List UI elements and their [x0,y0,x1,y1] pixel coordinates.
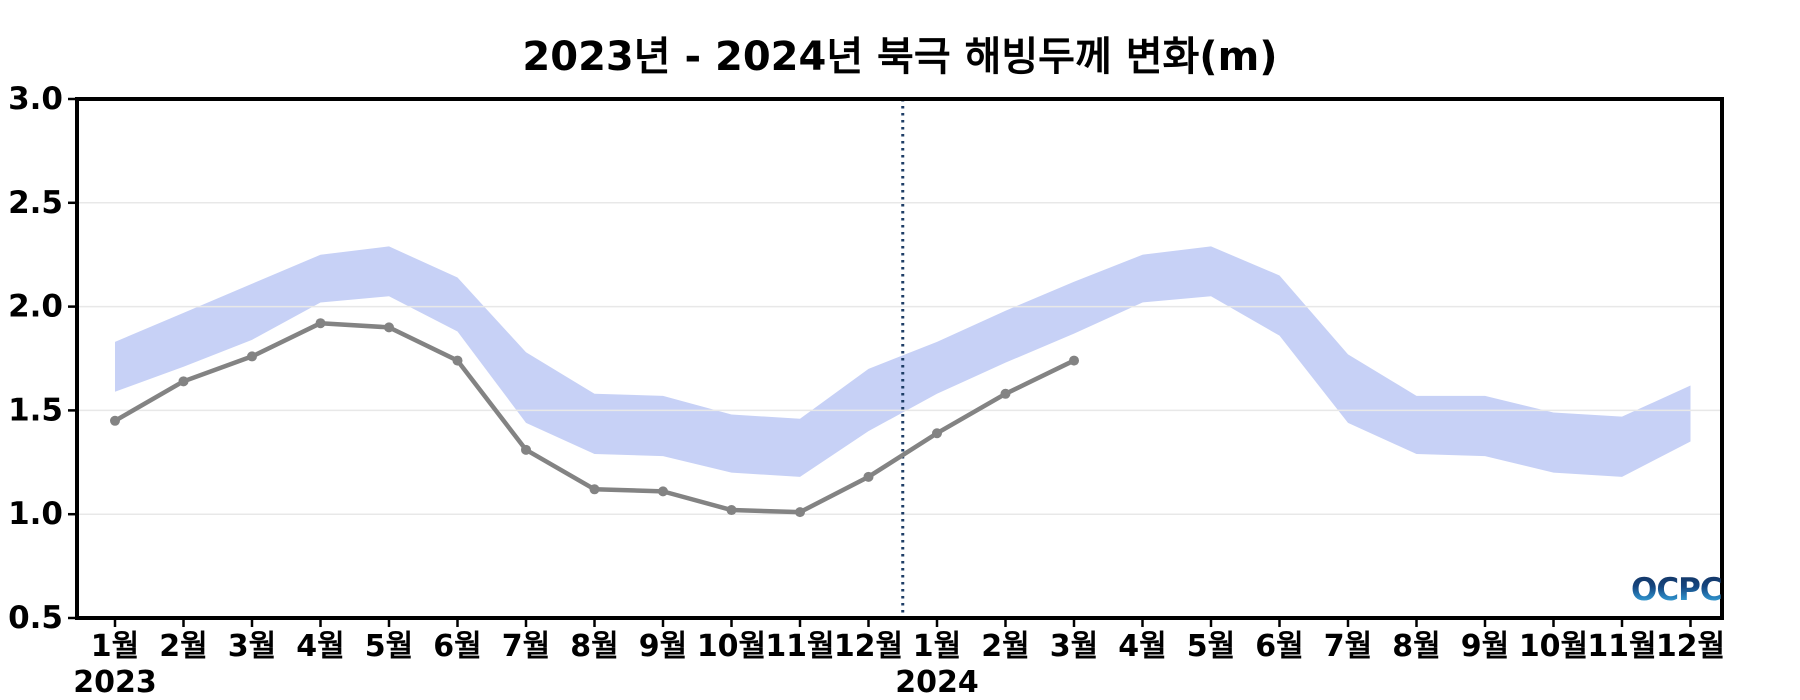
ocpc-logo: OCPC [1631,572,1723,608]
climatology-band [115,246,1691,477]
y-tick-label: 1.0 [8,496,63,532]
y-tick-label: 0.5 [8,600,63,636]
observed-point [589,484,600,495]
x-tick-label: 4월 [296,629,344,664]
observed-point [863,471,874,482]
x-tick-label: 6월 [433,629,481,664]
year-label: 2024 [895,665,979,700]
x-tick-label: 5월 [365,629,413,664]
x-tick-label: 12월 [834,629,903,664]
observed-point [315,318,326,329]
x-tick-label: 10월 [1519,629,1588,664]
x-tick-label: 3월 [228,629,276,664]
observed-point [178,376,189,387]
observed-point [1069,355,1079,366]
observed-point [452,355,463,366]
x-tick-label: 11월 [1587,629,1656,664]
x-tick-label: 11월 [765,629,834,664]
year-label: 2023 [73,665,157,700]
x-tick-label: 2월 [981,629,1029,664]
observed-point [247,351,257,362]
observed-point [658,486,668,497]
x-tick-label: 3월 [1050,629,1098,664]
x-tick-label: 7월 [502,629,550,664]
observed-point [384,322,394,333]
x-tick-label: 7월 [1324,629,1372,664]
chart-title: 2023년 - 2024년 북극 해빙두께 변화(m) [522,34,1278,80]
x-tick-label: 10월 [697,629,766,664]
observed-point [521,444,531,455]
x-tick-label: 1월 [91,629,139,664]
y-tick-label: 2.5 [8,185,63,221]
y-tick-label: 1.5 [8,392,63,428]
x-tick-label: 12월 [1656,629,1725,664]
x-tick-label: 1월 [913,629,961,664]
x-tick-label: 6월 [1255,629,1303,664]
x-tick-label: 9월 [639,629,687,664]
x-tick-label: 8월 [1392,629,1440,664]
observed-point [726,505,737,516]
observed-point [1000,388,1011,399]
observed-point [932,428,942,439]
x-tick-label: 4월 [1118,629,1166,664]
observed-point [795,507,805,518]
y-tick-label: 2.0 [8,289,63,325]
x-tick-label: 2월 [159,629,207,664]
observed-point [110,415,120,426]
x-tick-label: 8월 [570,629,618,664]
y-tick-label: 3.0 [8,81,63,117]
x-tick-label: 9월 [1461,629,1509,664]
x-tick-label: 5월 [1187,629,1235,664]
plot-spines [75,97,1724,620]
